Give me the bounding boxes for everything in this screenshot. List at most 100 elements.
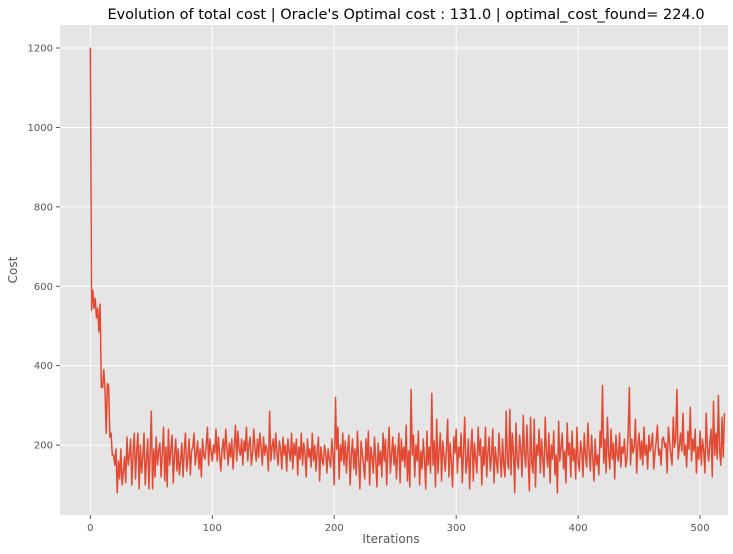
data-point xyxy=(351,438,354,440)
data-point xyxy=(600,446,602,448)
data-point xyxy=(701,438,704,440)
data-point xyxy=(266,450,268,452)
data-point xyxy=(475,458,477,460)
data-point xyxy=(130,438,132,440)
data-point xyxy=(478,454,480,456)
data-point xyxy=(115,448,117,450)
data-point xyxy=(244,450,246,452)
y-tick-label-0: 200 xyxy=(34,441,53,452)
data-point xyxy=(527,458,529,460)
data-point xyxy=(117,460,120,462)
data-point xyxy=(220,470,222,472)
data-point xyxy=(189,474,191,476)
data-point xyxy=(221,448,223,450)
data-point xyxy=(123,456,126,458)
data-point xyxy=(132,452,134,454)
data-point xyxy=(688,448,690,450)
data-point xyxy=(282,436,284,438)
data-point xyxy=(314,444,316,446)
data-point xyxy=(565,482,567,484)
data-point xyxy=(511,432,513,434)
data-point xyxy=(203,454,205,456)
data-point xyxy=(493,482,495,484)
data-point xyxy=(310,466,312,468)
data-point xyxy=(294,454,296,456)
data-point xyxy=(616,454,618,456)
data-point xyxy=(466,460,468,462)
data-point xyxy=(499,454,501,456)
data-point xyxy=(378,464,380,466)
data-point xyxy=(211,460,213,462)
data-point xyxy=(482,446,484,448)
data-point xyxy=(534,486,537,488)
data-point xyxy=(173,454,176,456)
data-point xyxy=(106,382,109,385)
data-point xyxy=(367,430,369,432)
data-point xyxy=(147,438,149,440)
data-point xyxy=(377,442,379,444)
data-point xyxy=(373,436,376,438)
data-point xyxy=(467,438,469,440)
data-point xyxy=(404,466,406,468)
data-point xyxy=(609,468,611,470)
data-point xyxy=(384,438,387,440)
data-point xyxy=(572,460,574,462)
data-point xyxy=(526,424,528,426)
data-point xyxy=(512,452,515,454)
data-point xyxy=(492,428,494,430)
data-point xyxy=(650,444,652,446)
y-tick-label-1: 400 xyxy=(34,361,53,372)
data-point xyxy=(188,438,190,440)
data-point xyxy=(603,462,605,464)
x-axis-label: Iterations xyxy=(362,532,419,546)
data-point xyxy=(259,432,261,434)
data-point xyxy=(166,486,168,488)
data-point xyxy=(445,448,448,450)
data-point xyxy=(456,472,459,474)
data-point xyxy=(412,434,415,436)
data-point xyxy=(715,432,717,434)
data-point xyxy=(598,474,600,476)
data-point xyxy=(670,454,672,456)
data-point xyxy=(608,452,610,454)
data-point xyxy=(126,436,128,438)
data-point xyxy=(365,438,367,440)
data-point xyxy=(260,446,262,448)
data-point xyxy=(143,432,145,434)
data-point xyxy=(484,426,487,428)
data-point xyxy=(199,448,201,450)
data-point xyxy=(539,472,541,474)
data-point xyxy=(315,470,317,472)
data-point xyxy=(689,406,691,408)
data-point xyxy=(548,432,550,434)
data-point xyxy=(408,450,410,452)
data-point xyxy=(131,484,133,486)
data-point xyxy=(276,452,278,454)
data-point xyxy=(660,464,662,466)
data-point xyxy=(615,434,617,436)
data-point xyxy=(464,416,466,418)
data-point xyxy=(292,468,294,470)
data-point xyxy=(128,454,130,456)
data-point xyxy=(621,446,623,448)
data-point xyxy=(533,418,535,420)
data-point xyxy=(329,466,332,468)
data-point xyxy=(504,476,506,478)
data-point xyxy=(323,444,326,446)
x-tick-label-0: 0 xyxy=(87,523,93,534)
data-point xyxy=(139,444,141,446)
data-point xyxy=(209,438,211,440)
data-point xyxy=(120,448,122,450)
data-point xyxy=(347,448,349,450)
data-point xyxy=(349,484,351,486)
data-point xyxy=(405,424,407,426)
data-point xyxy=(227,464,229,466)
data-point xyxy=(195,452,198,454)
data-point xyxy=(342,432,344,434)
data-point xyxy=(416,460,418,462)
data-point xyxy=(298,446,300,448)
data-point xyxy=(654,452,656,454)
data-point xyxy=(284,444,287,446)
data-point xyxy=(369,484,371,486)
